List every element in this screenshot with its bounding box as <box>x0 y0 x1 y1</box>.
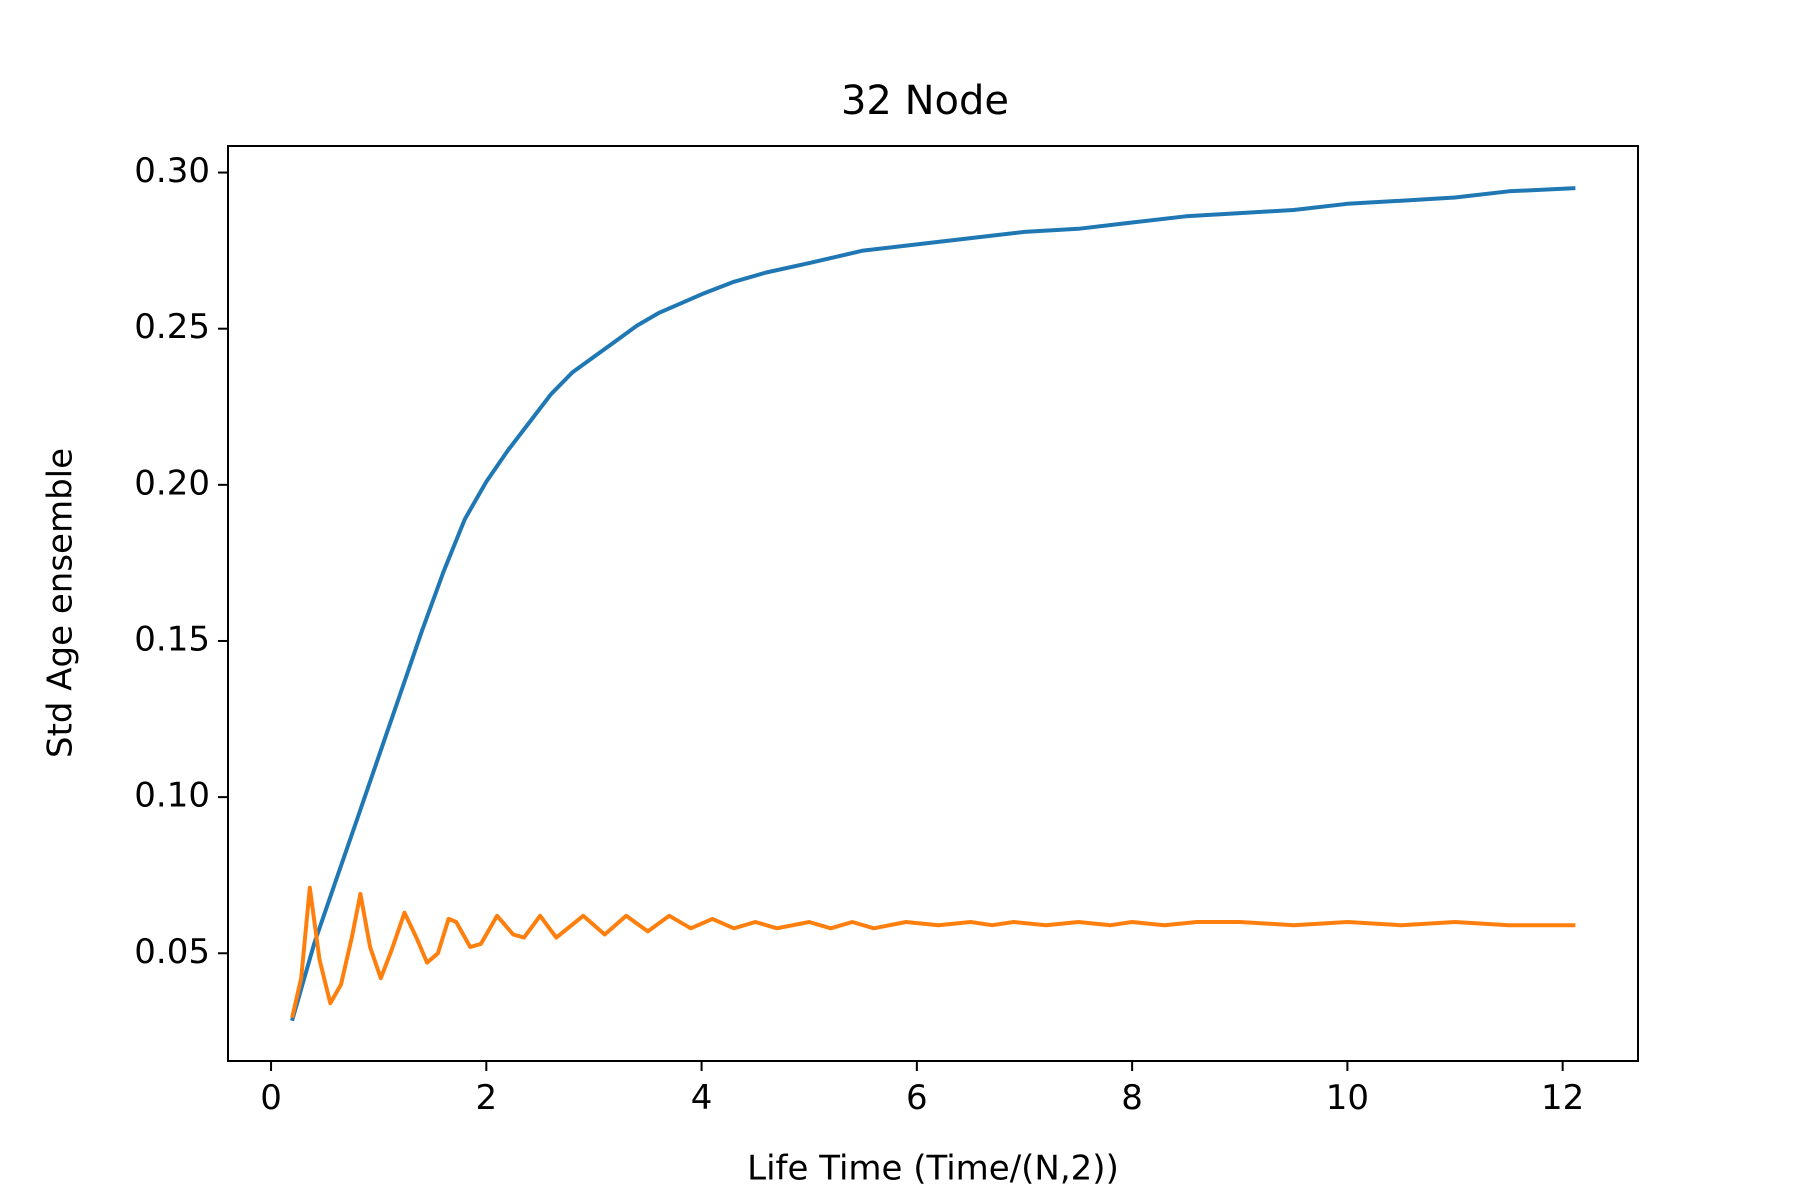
x-tick-label: 2 <box>476 1078 498 1118</box>
chart-title: 32 Node <box>841 78 1009 124</box>
series-line-2 <box>290 885 1576 1019</box>
y-tick-label: 0.30 <box>134 151 210 191</box>
y-tick-label: 0.05 <box>134 932 210 972</box>
y-tick-label: 0.15 <box>134 619 210 659</box>
x-tick-label: 10 <box>1326 1078 1369 1118</box>
axes-frame <box>227 145 1639 1062</box>
y-tick-label: 0.25 <box>134 307 210 347</box>
x-axis: 0 2 4 6 8 10 12 <box>260 1061 1584 1118</box>
y-tick-label: 0.10 <box>134 776 210 816</box>
plot-area <box>290 186 1576 1022</box>
x-tick-label: 12 <box>1541 1078 1584 1118</box>
x-tick-label: 6 <box>906 1078 928 1118</box>
y-axis-label: Std Age ensemble <box>41 448 81 758</box>
y-axis: 0.05 0.10 0.15 0.20 0.25 0.30 <box>134 151 228 972</box>
x-axis-label: Life Time (Time/(N,2)) <box>747 1149 1119 1189</box>
x-tick-label: 4 <box>691 1078 713 1118</box>
x-tick-label: 0 <box>260 1078 282 1118</box>
x-tick-label: 8 <box>1121 1078 1143 1118</box>
series-line-1 <box>290 186 1576 1022</box>
y-tick-label: 0.20 <box>134 463 210 503</box>
